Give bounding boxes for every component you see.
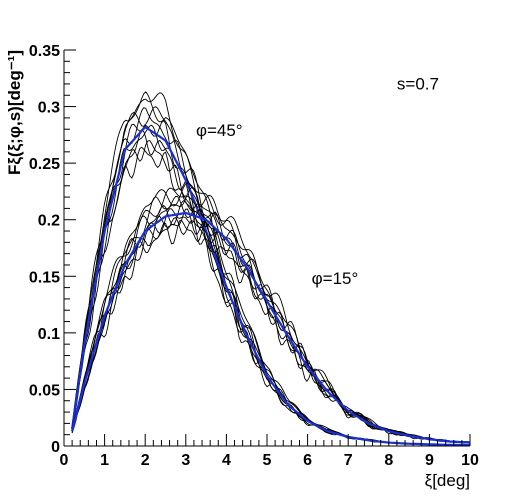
mean-curve bbox=[71, 125, 470, 447]
realization-curve bbox=[71, 182, 471, 444]
chart-annotation: s=0.7 bbox=[397, 75, 439, 94]
x-axis-label: ξ[deg] bbox=[425, 471, 470, 490]
x-ticks: 0 1 2 3 4 5 6 7 8 9 10 bbox=[60, 434, 479, 469]
y-tick-label: 0.25 bbox=[29, 156, 60, 173]
x-tick-label: 10 bbox=[461, 452, 479, 469]
x-tick-label: 5 bbox=[263, 452, 272, 469]
y-axis-label: Fξ(ξ;φ,s)[deg⁻¹] bbox=[5, 50, 24, 175]
x-tick-label: 0 bbox=[60, 452, 69, 469]
annotations: s=0.7 φ=45° φ=15° bbox=[196, 75, 439, 289]
x-tick-label: 6 bbox=[303, 452, 312, 469]
realization-curve bbox=[71, 119, 470, 446]
y-tick-label: 0.2 bbox=[38, 213, 60, 230]
x-tick-label: 7 bbox=[344, 452, 353, 469]
x-tick-label: 4 bbox=[222, 452, 231, 469]
y-tick-label: 0.1 bbox=[38, 326, 60, 343]
x-tick-label: 9 bbox=[425, 452, 434, 469]
x-tick-label: 8 bbox=[384, 452, 393, 469]
realization-curve bbox=[71, 146, 471, 446]
x-tick-label: 3 bbox=[181, 452, 190, 469]
y-tick-label: 0.3 bbox=[38, 100, 60, 117]
y-tick-label: 0.05 bbox=[29, 382, 60, 399]
realization-curve bbox=[71, 91, 470, 446]
y-tick-label: 0.35 bbox=[29, 43, 60, 60]
chart-annotation: φ=15° bbox=[312, 269, 359, 288]
chart-annotation: φ=45° bbox=[196, 121, 243, 140]
x-tick-label: 2 bbox=[141, 452, 150, 469]
realization-curve bbox=[71, 92, 470, 446]
realization-curve bbox=[71, 208, 470, 443]
curves-layer bbox=[71, 91, 471, 447]
x-tick-label: 1 bbox=[100, 452, 109, 469]
realization-curve bbox=[71, 124, 471, 446]
realization-curve bbox=[71, 200, 471, 444]
mean-curve bbox=[71, 211, 471, 444]
y-tick-label: 0 bbox=[51, 439, 60, 456]
y-ticks: 0 0.05 0.1 0.15 0.2 0.25 0.3 0.35 bbox=[29, 43, 76, 456]
realization-curve bbox=[71, 187, 471, 443]
y-tick-label: 0.15 bbox=[29, 269, 60, 286]
